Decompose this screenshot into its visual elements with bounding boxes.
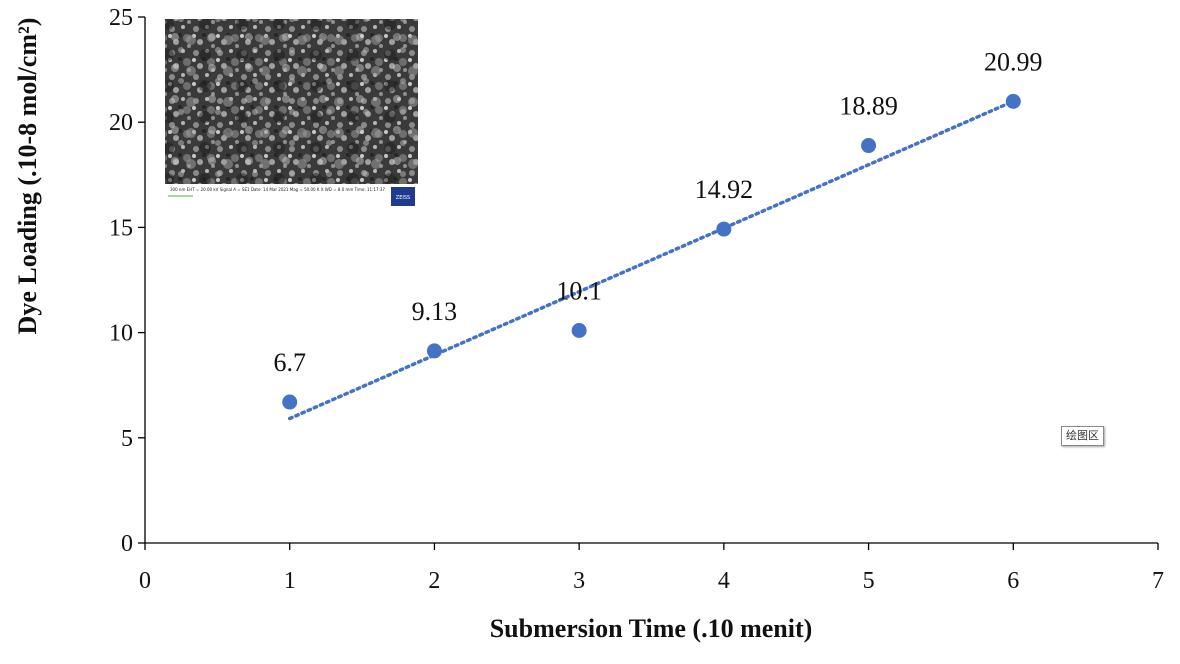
data-point <box>1005 93 1021 109</box>
data-label: 14.92 <box>695 175 754 204</box>
trendline-layer <box>287 99 1016 421</box>
x-tick-label: 7 <box>1152 568 1164 594</box>
x-tick-label: 2 <box>428 568 440 594</box>
x-axis-title: Submersion Time (.10 menit) <box>490 614 813 643</box>
data-point <box>716 221 732 237</box>
x-tick-label: 6 <box>1007 568 1019 594</box>
data-point <box>282 394 298 410</box>
axes: 0 5 10 15 20 25 0 1 2 3 4 5 6 7 <box>109 5 1164 594</box>
data-label: 6.7 <box>273 348 306 377</box>
x-tick-label: 4 <box>718 568 730 594</box>
sem-inset-image: 300 nm EHT = 20.00 kV Signal A = SE1 Dat… <box>165 19 418 209</box>
zeiss-logo-text: ZEISS <box>396 195 410 201</box>
sem-info-bar <box>165 184 418 209</box>
y-tick-label: 5 <box>121 426 133 452</box>
x-tick-label: 0 <box>139 568 151 594</box>
data-label: 20.99 <box>984 47 1043 76</box>
data-label: 18.89 <box>839 92 898 121</box>
x-tick-label: 5 <box>863 568 875 594</box>
data-labels: 6.7 9.13 10.1 14.92 18.89 20.99 <box>273 47 1042 377</box>
y-tick-label: 10 <box>109 321 133 347</box>
data-points <box>282 93 1021 410</box>
data-label: 9.13 <box>412 297 458 326</box>
sem-info-text: 300 nm EHT = 20.00 kV Signal A = SE1 Dat… <box>170 187 385 193</box>
trendline <box>287 99 1016 421</box>
data-label: 10.1 <box>556 276 602 305</box>
data-point <box>861 138 877 154</box>
x-tick-label: 3 <box>573 568 585 594</box>
data-point <box>426 343 442 359</box>
data-point <box>571 322 587 338</box>
y-tick-label: 20 <box>109 110 133 136</box>
x-tick-label: 1 <box>284 568 296 594</box>
y-axis-title: Dye Loading (.10-8 mol/cm²) <box>13 18 42 335</box>
y-tick-label: 15 <box>109 215 133 241</box>
y-tick-label: 25 <box>109 5 133 31</box>
plot-area-tooltip: 绘图区 <box>1061 426 1104 446</box>
zeiss-logo <box>391 187 415 206</box>
y-tick-label: 0 <box>121 531 133 557</box>
